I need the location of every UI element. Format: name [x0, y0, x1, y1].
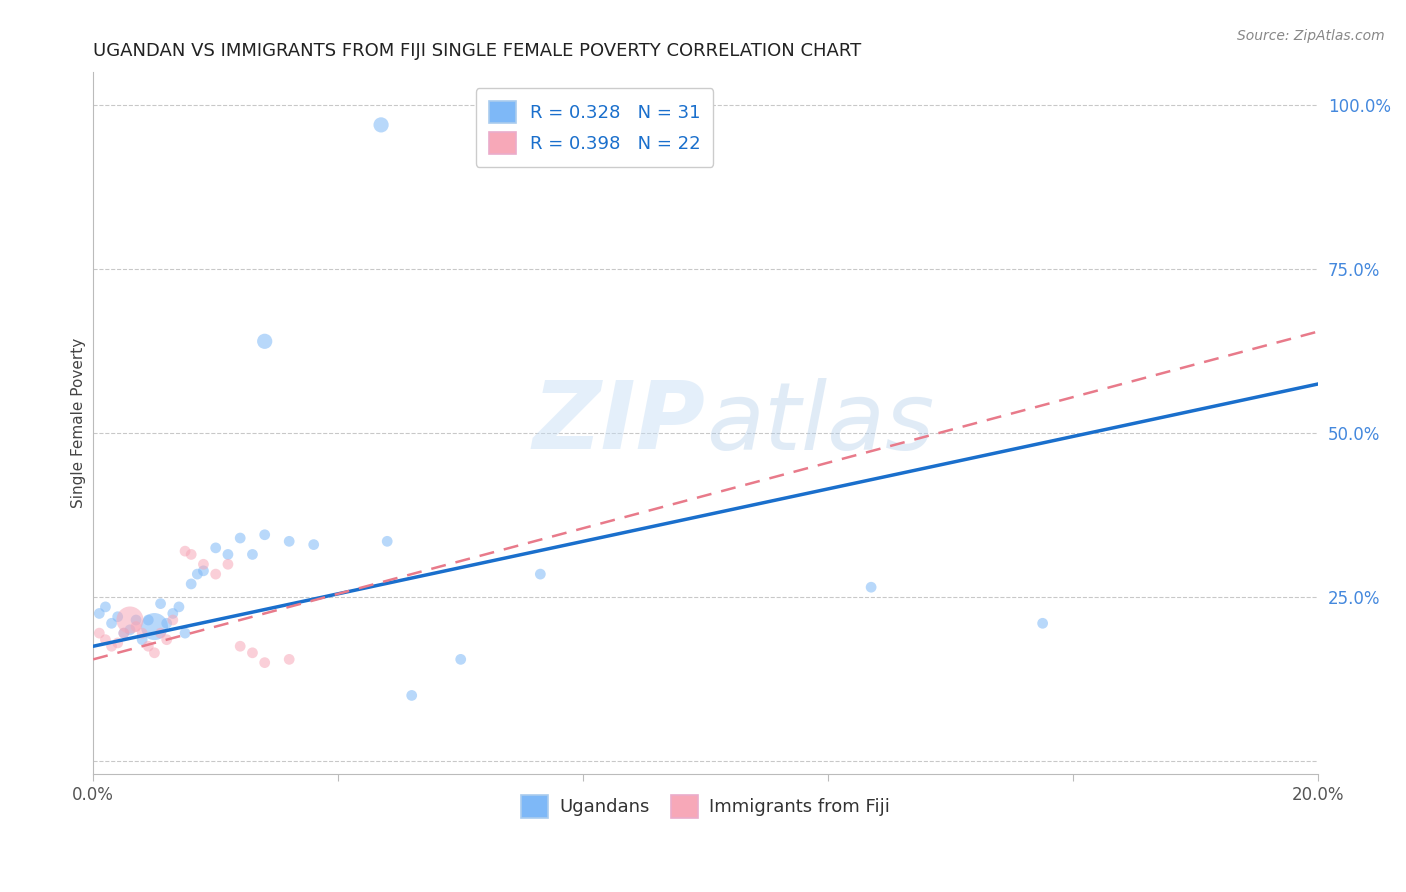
Point	[94, 599, 117, 614]
Point	[107, 609, 129, 624]
Text: atlas: atlas	[706, 378, 934, 469]
Text: Source: ZipAtlas.com: Source: ZipAtlas.com	[1237, 29, 1385, 43]
Point	[131, 626, 153, 640]
Point	[302, 538, 325, 552]
Point	[131, 632, 153, 647]
Point	[136, 639, 159, 653]
Point	[180, 548, 202, 562]
Point	[450, 652, 472, 666]
Point	[229, 639, 252, 653]
Point	[217, 548, 239, 562]
Point	[253, 334, 276, 349]
Point	[125, 619, 148, 633]
Point	[370, 118, 392, 132]
Point	[278, 652, 301, 666]
Point	[143, 619, 166, 633]
Point	[107, 636, 129, 650]
Point	[174, 544, 197, 558]
Point	[89, 626, 111, 640]
Point	[401, 689, 423, 703]
Point	[143, 646, 166, 660]
Point	[186, 567, 208, 582]
Point	[253, 528, 276, 542]
Point	[193, 564, 215, 578]
Point	[149, 597, 172, 611]
Point	[118, 623, 141, 637]
Point	[204, 541, 226, 555]
Point	[162, 607, 184, 621]
Point	[112, 626, 135, 640]
Point	[136, 613, 159, 627]
Point	[1032, 616, 1054, 631]
Point	[118, 613, 141, 627]
Point	[156, 632, 179, 647]
Point	[242, 548, 264, 562]
Legend: Ugandans, Immigrants from Fiji: Ugandans, Immigrants from Fiji	[515, 789, 897, 825]
Point	[180, 577, 202, 591]
Point	[204, 567, 226, 582]
Point	[94, 632, 117, 647]
Point	[89, 607, 111, 621]
Y-axis label: Single Female Poverty: Single Female Poverty	[72, 338, 86, 508]
Point	[112, 626, 135, 640]
Point	[242, 646, 264, 660]
Text: ZIP: ZIP	[533, 377, 706, 469]
Point	[149, 626, 172, 640]
Point	[860, 580, 883, 594]
Point	[229, 531, 252, 545]
Point	[174, 626, 197, 640]
Point	[193, 558, 215, 572]
Point	[278, 534, 301, 549]
Point	[375, 534, 398, 549]
Point	[162, 613, 184, 627]
Text: UGANDAN VS IMMIGRANTS FROM FIJI SINGLE FEMALE POVERTY CORRELATION CHART: UGANDAN VS IMMIGRANTS FROM FIJI SINGLE F…	[93, 42, 862, 60]
Point	[529, 567, 551, 582]
Point	[156, 616, 179, 631]
Point	[125, 613, 148, 627]
Point	[217, 558, 239, 572]
Point	[100, 616, 122, 631]
Point	[100, 639, 122, 653]
Point	[253, 656, 276, 670]
Point	[167, 599, 190, 614]
